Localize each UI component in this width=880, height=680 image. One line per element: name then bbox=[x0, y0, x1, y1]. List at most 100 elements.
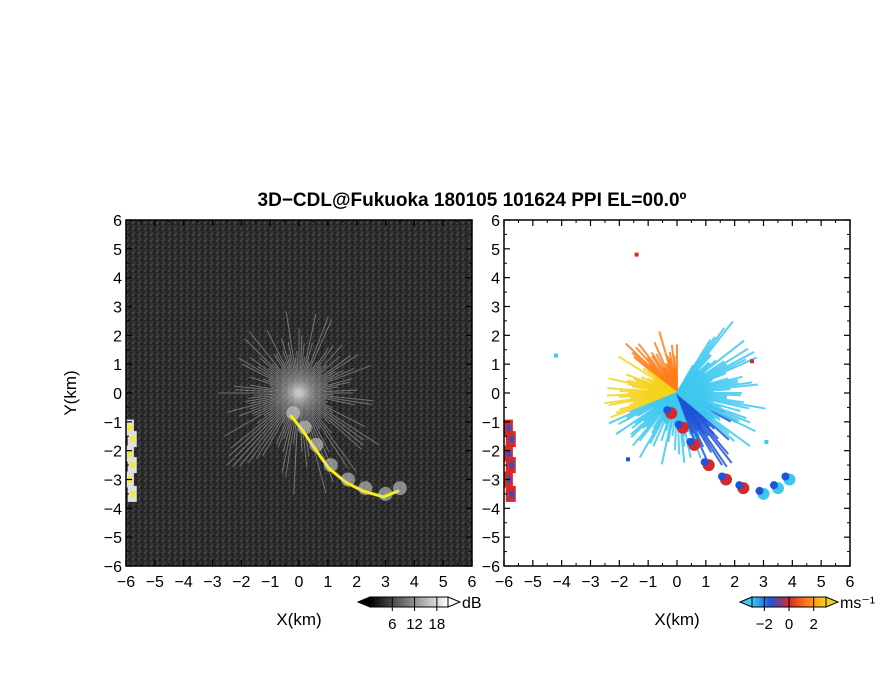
reflectivity-spoke bbox=[298, 392, 326, 401]
velocity-x-tick-label: 0 bbox=[673, 574, 682, 591]
reflectivity-spoke bbox=[282, 392, 300, 452]
reflectivity-spoke bbox=[270, 386, 300, 394]
reflectivity-y-axis-label: Y(km) bbox=[61, 370, 80, 415]
reflectivity-spoke bbox=[298, 392, 357, 472]
reflectivity-spoke bbox=[298, 383, 329, 394]
reflectivity-spoke bbox=[288, 354, 300, 394]
velocity-colorbar-unit: ms⁻¹ bbox=[840, 595, 875, 612]
figure-title: 3D−CDL@Fukuoka 180105 101624 PPI EL=00.0… bbox=[258, 190, 687, 211]
reflectivity-spoke bbox=[226, 392, 300, 466]
reflectivity-y-tick-label: 2 bbox=[113, 328, 122, 345]
velocity-ticks: −6 −5 −4 −3 −2 −1 0 1 2 3 4 5 6 −6 −5 −4 −3 −2 −1 0 1 2 3 4 5 6 bbox=[482, 213, 855, 591]
reflectivity-y-tick-label: −2 bbox=[104, 444, 122, 461]
velocity-colorbar-tick-label: 2 bbox=[809, 616, 817, 633]
velocity-y-tick-label: 6 bbox=[491, 213, 500, 230]
velocity-y-tick-label: 4 bbox=[491, 271, 500, 288]
reflectivity-spoke bbox=[234, 385, 300, 394]
reflectivity-colorbar-high-arrow bbox=[447, 596, 462, 608]
reflectivity-spoke bbox=[296, 350, 300, 394]
reflectivity-marks bbox=[126, 311, 407, 502]
reflectivity-spoke bbox=[298, 365, 322, 394]
reflectivity-spoke bbox=[298, 392, 329, 403]
velocity-y-tick-label: −3 bbox=[482, 473, 500, 490]
reflectivity-spoke bbox=[298, 389, 332, 394]
reflectivity-spoke bbox=[247, 392, 300, 464]
velocity-echo-point-inner bbox=[755, 486, 764, 495]
reflectivity-y-tick-label: −6 bbox=[104, 559, 122, 576]
velocity-x-tick-label: −1 bbox=[639, 574, 657, 591]
reflectivity-x-tick-label: −1 bbox=[261, 574, 279, 591]
reflectivity-spoke bbox=[263, 392, 300, 417]
reflectivity-spoke bbox=[298, 316, 329, 394]
reflectivity-spoke bbox=[281, 392, 300, 474]
reflectivity-y-tick-label: 6 bbox=[113, 213, 122, 230]
velocity-echo-point-inner bbox=[769, 481, 778, 490]
reflectivity-spoke bbox=[298, 392, 330, 453]
reflectivity-spoke bbox=[254, 392, 300, 396]
reflectivity-spoke bbox=[227, 392, 300, 413]
reflectivity-x-tick-label: −3 bbox=[203, 574, 221, 591]
reflectivity-spoke bbox=[273, 354, 300, 394]
reflectivity-spoke bbox=[267, 378, 300, 394]
reflectivity-colorbar: 6 12 18 dB bbox=[356, 595, 482, 633]
velocity-x-tick-label: −3 bbox=[581, 574, 599, 591]
reflectivity-y-tick-label: −3 bbox=[104, 473, 122, 490]
reflectivity-spoke bbox=[298, 389, 358, 394]
velocity-x-tick-label: 4 bbox=[788, 574, 797, 591]
reflectivity-ticks: −6 −5 −4 −3 −2 −1 0 1 2 3 4 5 6 −6 −5 −4 −3 −2 −1 0 1 2 3 4 5 6 bbox=[104, 213, 477, 591]
reflectivity-spoke bbox=[238, 392, 300, 417]
reflectivity-spoke bbox=[298, 368, 354, 394]
reflectivity-edge-strong-echo bbox=[130, 436, 135, 443]
reflectivity-spoke bbox=[298, 373, 323, 394]
reflectivity-spoke bbox=[256, 392, 300, 424]
reflectivity-y-tick-label: −1 bbox=[104, 415, 122, 432]
velocity-y-tick-label: −4 bbox=[482, 501, 500, 518]
reflectivity-echo-point bbox=[323, 458, 338, 473]
velocity-x-tick-label: −6 bbox=[495, 574, 513, 591]
reflectivity-spoke bbox=[298, 335, 303, 394]
reflectivity-x-tick-label: −6 bbox=[117, 574, 135, 591]
velocity-colorbar-low-arrow bbox=[738, 596, 753, 608]
reflectivity-panel: −6 −5 −4 −3 −2 −1 0 1 2 3 4 5 6 −6 −5 −4 −3 −2 −1 0 1 2 3 4 5 6 X… bbox=[61, 213, 477, 629]
reflectivity-x-tick-label: 2 bbox=[352, 574, 361, 591]
reflectivity-spoke bbox=[298, 361, 318, 394]
velocity-y-tick-label: 5 bbox=[491, 242, 500, 259]
reflectivity-spoke bbox=[262, 378, 300, 394]
reflectivity-spoke bbox=[298, 347, 329, 394]
reflectivity-spoke bbox=[238, 357, 300, 394]
reflectivity-plot-area bbox=[126, 220, 472, 566]
reflectivity-spoke bbox=[230, 392, 300, 449]
reflectivity-spoke bbox=[298, 392, 321, 430]
reflectivity-spoke bbox=[298, 345, 334, 394]
reflectivity-x-tick-label: 0 bbox=[295, 574, 304, 591]
reflectivity-spoke bbox=[257, 365, 300, 394]
reflectivity-x-tick-label: 1 bbox=[323, 574, 332, 591]
reflectivity-spoke bbox=[277, 392, 300, 448]
reflectivity-spoke bbox=[282, 350, 300, 394]
velocity-echo-point-inner bbox=[718, 472, 727, 481]
reflectivity-spoke bbox=[298, 313, 317, 394]
velocity-y-tick-label: −2 bbox=[482, 444, 500, 461]
velocity-y-tick-label: 2 bbox=[491, 328, 500, 345]
reflectivity-spoke bbox=[298, 386, 339, 394]
reflectivity-colorbar-tick-label: 6 bbox=[388, 616, 396, 633]
reflectivity-spoke bbox=[298, 392, 362, 450]
reflectivity-spoke bbox=[224, 392, 300, 437]
reflectivity-spoke bbox=[298, 392, 355, 406]
reflectivity-spoke bbox=[298, 392, 380, 446]
reflectivity-spoke bbox=[248, 392, 300, 405]
velocity-echo-point-inner bbox=[735, 481, 744, 490]
reflectivity-y-tick-label: −4 bbox=[104, 501, 122, 518]
reflectivity-spoke bbox=[251, 392, 300, 415]
velocity-colorbar-tick-label: −2 bbox=[756, 616, 773, 633]
velocity-y-tick-label: 0 bbox=[491, 386, 500, 403]
reflectivity-spoke bbox=[249, 392, 300, 410]
velocity-y-tick-label: 3 bbox=[491, 300, 500, 317]
reflectivity-echo-point bbox=[378, 486, 393, 501]
velocity-isolated-point bbox=[749, 359, 754, 364]
reflectivity-edge-strong-echo bbox=[130, 462, 135, 469]
velocity-echo-point-inner bbox=[663, 406, 672, 415]
reflectivity-spoke bbox=[298, 392, 374, 402]
reflectivity-spoke bbox=[298, 364, 328, 394]
